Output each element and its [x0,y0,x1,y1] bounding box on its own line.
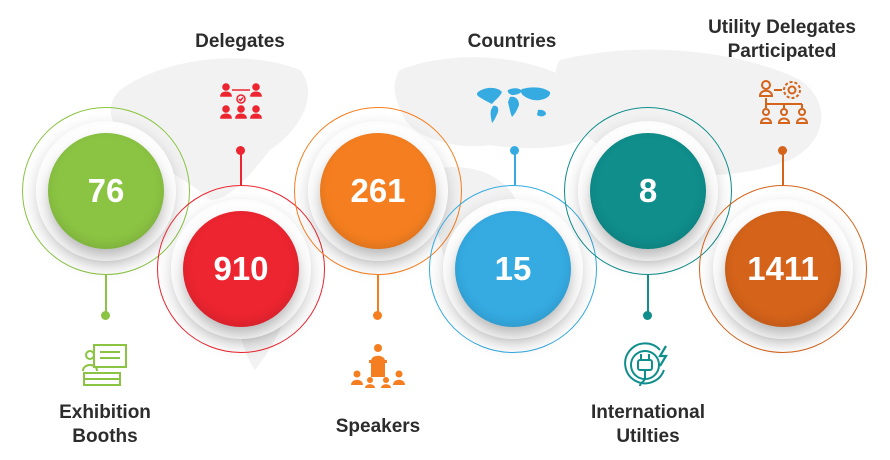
countries-outer-ring [429,185,597,353]
delegates-outer-ring [157,185,325,353]
utility-delegates-label-line1: Utility Delegates [708,17,856,38]
speakers-label: Speakers [308,415,448,439]
exhibition-outer-ring [22,107,190,275]
world-map-icon [477,87,551,123]
utility-delegates-dot [778,146,787,155]
countries-value: 15 [455,211,571,327]
utility-delegates-value: 1411 [725,211,841,327]
delegates-network-icon [220,83,262,119]
exhibition-label-line2: Booths [72,426,138,447]
org-chart-gear-icon [758,80,809,124]
delegates-label: Delegates [170,30,310,54]
exhibition-booth-icon [82,344,127,386]
delegates-label-line1: Delegates [195,31,285,52]
exhibition-label: Exhibition Booths [35,401,175,449]
utilities-value: 8 [590,133,706,249]
delegates-connector [240,150,242,185]
utility-delegates-label-line2: Participated [727,41,837,62]
speakers-label-line1: Speakers [335,416,421,437]
utilities-label: International Utilties [568,401,728,449]
utility-delegates-connector [782,150,784,185]
speakers-outer-ring [294,107,462,275]
exhibition-connector [105,275,107,315]
delegates-dot [236,146,245,155]
utility-delegates-label: Utility Delegates Participated [682,16,882,64]
speaker-podium-icon [351,344,405,388]
countries-dot [510,146,519,155]
countries-label-line1: Countries [467,31,557,52]
exhibition-dot [101,311,110,320]
countries-label: Countries [442,30,582,54]
speakers-dot [373,311,382,320]
utilities-connector [647,275,649,315]
utilities-outer-ring [564,107,732,275]
countries-connector [514,150,516,185]
utilities-label-line1: International [590,402,705,423]
speakers-value: 261 [320,133,436,249]
delegates-value: 910 [183,211,299,327]
utilities-label-line2: Utilties [616,426,680,447]
power-plug-icon [624,342,668,387]
exhibition-label-line1: Exhibition [59,402,151,423]
utilities-dot [643,311,652,320]
speakers-connector [377,275,379,315]
utility-delegates-outer-ring [699,185,867,353]
exhibition-value: 76 [48,133,164,249]
